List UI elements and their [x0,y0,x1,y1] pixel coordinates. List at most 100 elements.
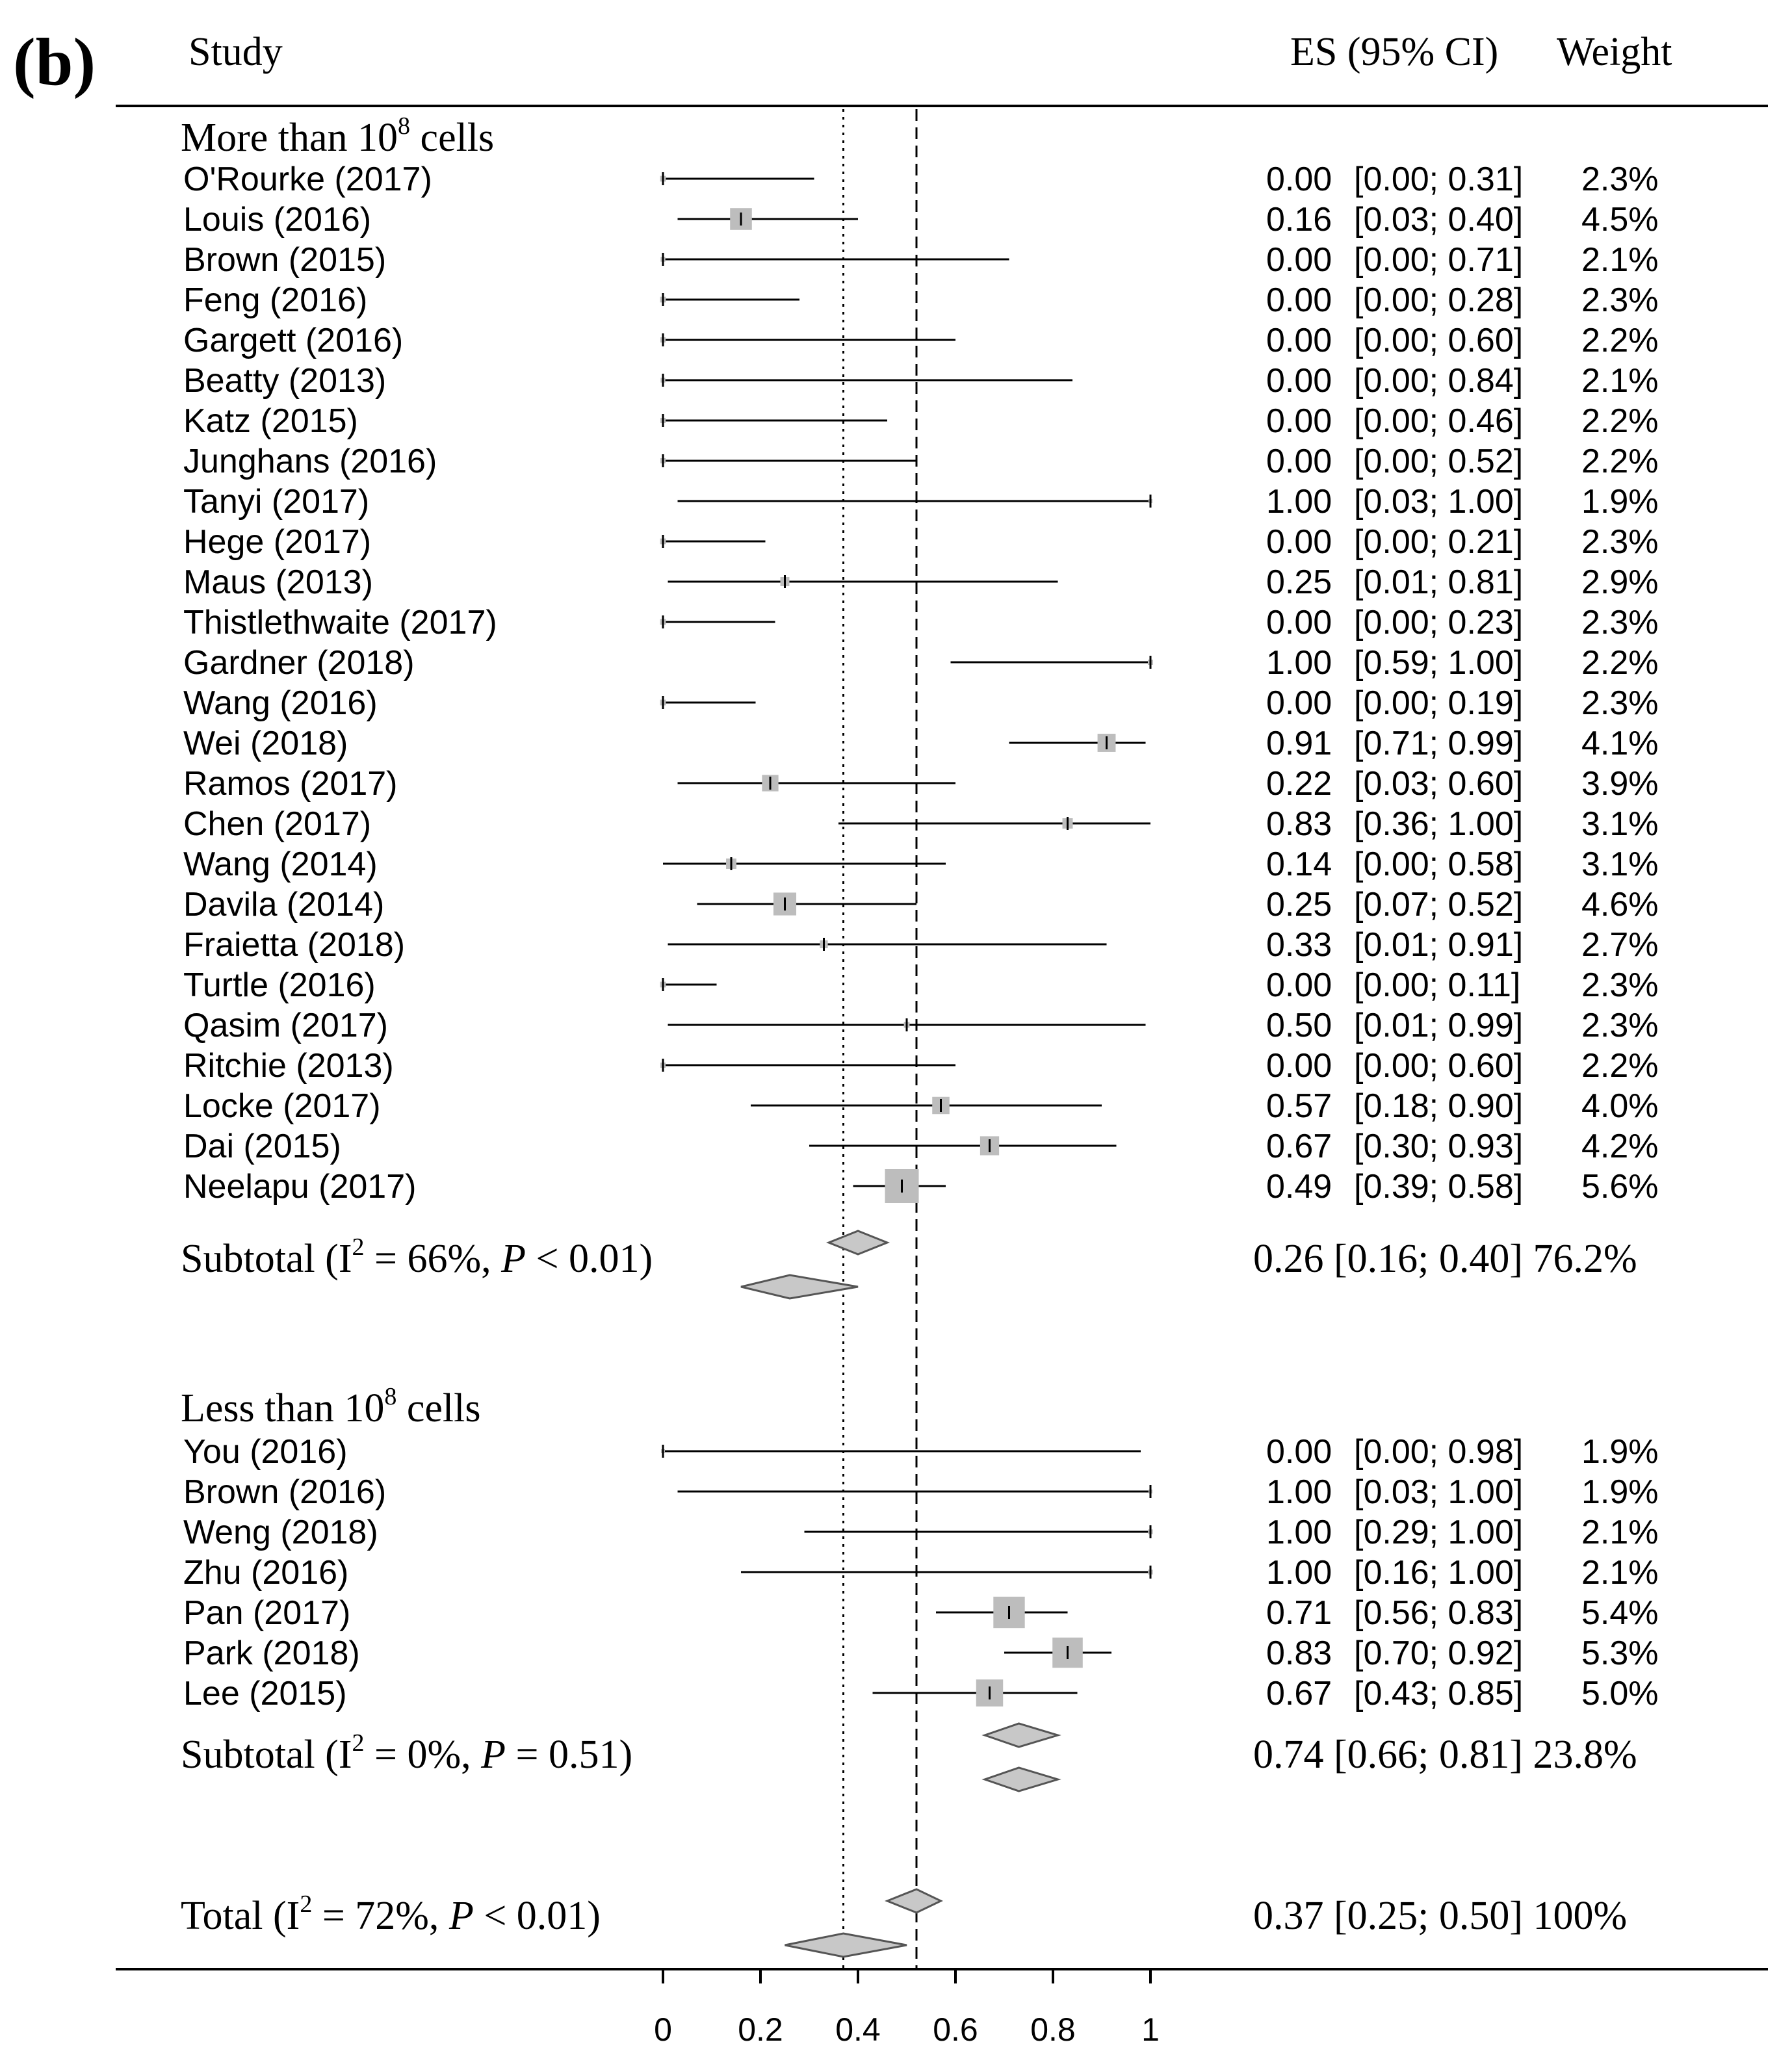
study-weight: 2.3% [1581,1007,1659,1044]
study-name: Wei (2018) [183,725,348,762]
study-ci: [0.00; 0.71] [1354,241,1523,279]
subtotal-label-1: Subtotal (I2 = 0%, P = 0.51) [181,1729,632,1777]
study-weight: 4.5% [1581,201,1659,239]
study-es: 0.00 [1266,443,1332,480]
study-ci: [0.00; 0.11] [1354,966,1520,1004]
study-es: 0.00 [1266,362,1332,400]
study-ci: [0.01; 0.91] [1354,926,1523,964]
study-weight: 1.9% [1581,483,1659,521]
study-weight: 1.9% [1581,1473,1659,1511]
study-weight: 2.2% [1581,1047,1659,1085]
header-es: ES (95% CI) [1290,30,1498,74]
study-weight: 2.3% [1581,604,1659,641]
study-es: 0.00 [1266,161,1332,198]
group-label-prefix: More than 10 [181,116,398,160]
total-stats: 0.37 [0.25; 0.50] 100% [1253,1894,1627,1938]
study-weight: 3.9% [1581,765,1659,803]
study-weight: 5.4% [1581,1594,1659,1632]
study-name: Lee (2015) [183,1675,347,1712]
x-tick-label: 0.4 [835,2011,881,2048]
study-ci: [0.18; 0.90] [1354,1087,1523,1125]
study-ci: [0.71; 0.99] [1354,725,1523,762]
study-name: Dai (2015) [183,1128,341,1165]
study-ci: [0.43; 0.85] [1354,1675,1523,1712]
total-label-prefix: Total (I [181,1894,300,1938]
study-es: 0.83 [1266,1634,1332,1672]
study-es: 0.00 [1266,322,1332,359]
study-name: Ramos (2017) [183,765,397,803]
subtotal-label-1-mid: = 0%, [364,1733,481,1777]
study-ci: [0.07; 0.52] [1354,886,1523,923]
study-name: Tanyi (2017) [183,483,369,521]
study-ci: [0.70; 0.92] [1354,1634,1523,1672]
study-es: 0.25 [1266,886,1332,923]
study-ci: [0.00; 0.46] [1354,402,1523,440]
study-es: 0.33 [1266,926,1332,964]
study-name: Qasim (2017) [183,1007,388,1044]
group-label-1: Less than 108 cells [181,1383,481,1430]
subtotal-diamond-fixed [981,1722,1061,1748]
subtotal-label-0-rest: < 0.01) [526,1237,653,1281]
study-name: Hege (2017) [183,523,371,561]
study-ci: [0.00; 0.23] [1354,604,1523,641]
study-name: Ritchie (2013) [183,1047,394,1085]
study-ci: [0.00; 0.28] [1354,281,1523,319]
study-es: 0.00 [1266,523,1332,561]
subtotal-diamond-fixed [825,1230,890,1256]
study-es: 0.83 [1266,805,1332,843]
study-weight: 1.9% [1581,1433,1659,1471]
study-es: 0.49 [1266,1168,1332,1206]
study-name: Gargett (2016) [183,322,403,359]
study-name: Turtle (2016) [183,966,376,1004]
study-ci: [0.01; 0.81] [1354,563,1523,601]
study-weight: 3.1% [1581,846,1659,883]
study-name: You (2016) [183,1433,348,1471]
study-name: Katz (2015) [183,402,358,440]
study-es: 0.00 [1266,966,1332,1004]
header-weight: Weight [1557,30,1672,74]
study-name: Park (2018) [183,1634,360,1672]
study-ci: [0.00; 0.31] [1354,161,1523,198]
study-name: Zhu (2016) [183,1554,348,1592]
study-weight: 2.1% [1581,362,1659,400]
study-es: 0.71 [1266,1594,1332,1632]
study-es: 0.50 [1266,1007,1332,1044]
study-ci: [0.00; 0.60] [1354,1047,1523,1085]
x-tick-label: 0.8 [1030,2011,1076,2048]
total-label: Total (I2 = 72%, P < 0.01) [181,1891,601,1938]
study-ci: [0.30; 0.93] [1354,1128,1523,1165]
study-es: 1.00 [1266,644,1332,682]
study-name: Fraietta (2018) [183,926,405,964]
x-tick-label: 0.6 [933,2011,978,2048]
study-ci: [0.00; 0.52] [1354,443,1523,480]
study-weight: 2.2% [1581,402,1659,440]
subtotal-diamond-random [740,1274,859,1300]
subtotal-label-0-p: P [500,1237,526,1281]
total-label-exp: 2 [300,1891,312,1918]
study-ci: [0.03; 1.00] [1354,483,1523,521]
study-weight: 2.1% [1581,1554,1659,1592]
subtotal-stats: 0.74 [0.66; 0.81] 23.8% [1253,1733,1637,1777]
study-name: Wang (2014) [183,846,378,883]
study-ci: [0.00; 0.21] [1354,523,1523,561]
study-es: 0.00 [1266,1433,1332,1471]
study-es: 0.00 [1266,684,1332,722]
subtotal-label-1-p: P [480,1733,506,1777]
study-name: O'Rourke (2017) [183,161,432,198]
header-study: Study [188,30,283,74]
study-es: 0.00 [1266,241,1332,279]
study-weight: 4.0% [1581,1087,1659,1125]
total-diamond-fixed [884,1888,943,1914]
study-es: 1.00 [1266,1514,1332,1551]
subtotal-label-1-exp: 2 [352,1729,364,1757]
group-label-exp: 8 [384,1383,396,1410]
study-ci: [0.00; 0.58] [1354,846,1523,883]
study-name: Weng (2018) [183,1514,378,1551]
study-es: 1.00 [1266,1554,1332,1592]
subtotal-stats: 0.26 [0.16; 0.40] 76.2% [1253,1237,1637,1281]
study-ci: [0.29; 1.00] [1354,1514,1523,1551]
study-es: 0.14 [1266,846,1332,883]
study-weight: 2.9% [1581,563,1659,601]
subtotal-label-1-prefix: Subtotal (I [181,1733,352,1777]
study-name: Neelapu (2017) [183,1168,416,1206]
